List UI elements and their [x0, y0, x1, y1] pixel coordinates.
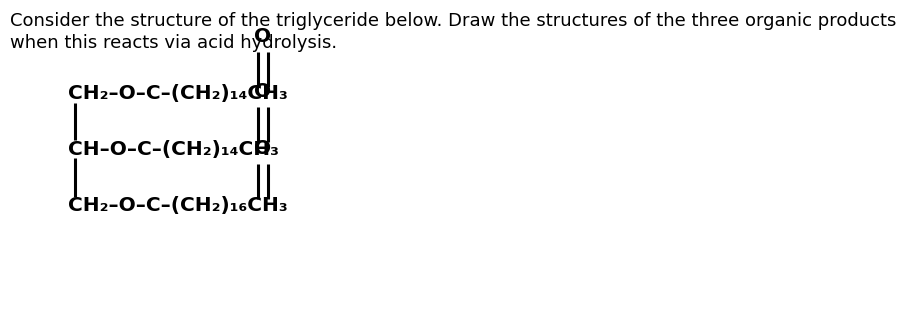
Text: CH–O–C–(CH₂)₁₄CH₃: CH–O–C–(CH₂)₁₄CH₃: [68, 140, 279, 158]
Text: when this reacts via acid hydrolysis.: when this reacts via acid hydrolysis.: [10, 34, 337, 52]
Text: O: O: [254, 82, 272, 101]
Text: O: O: [254, 27, 272, 46]
Text: O: O: [254, 139, 272, 158]
Text: CH₂–O–C–(CH₂)₁₆CH₃: CH₂–O–C–(CH₂)₁₆CH₃: [68, 196, 288, 215]
Text: CH₂–O–C–(CH₂)₁₄CH₃: CH₂–O–C–(CH₂)₁₄CH₃: [68, 85, 288, 103]
Text: Consider the structure of the triglyceride below. Draw the structures of the thr: Consider the structure of the triglyceri…: [10, 12, 897, 30]
